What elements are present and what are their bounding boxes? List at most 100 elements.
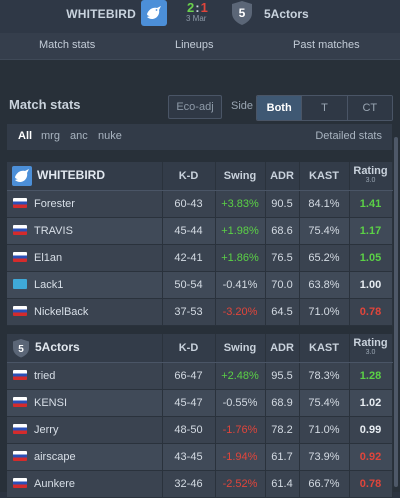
rating-value: 0.92 <box>349 443 393 471</box>
kast-value: 65.2% <box>299 244 350 272</box>
table-row[interactable]: KENSI 45-47 -0.55% 68.9 75.4% 1.02 <box>7 389 393 417</box>
col-rating[interactable]: Rating 3.0 <box>349 162 393 191</box>
kast-value: 66.7% <box>299 470 350 498</box>
map-filter-anc[interactable]: anc <box>70 130 88 142</box>
flag-icon <box>13 424 27 434</box>
kast-value: 84.1% <box>299 190 350 218</box>
eco-adjusted-toggle[interactable]: Eco-adj <box>168 95 222 119</box>
tab-match-stats[interactable]: Match stats <box>39 39 96 51</box>
adr-value: 68.6 <box>265 217 300 245</box>
player-name: KENSI <box>34 397 68 409</box>
player-name: NickelBack <box>34 306 89 318</box>
player-cell[interactable]: tried <box>7 362 163 390</box>
col-kast[interactable]: KAST <box>299 334 350 363</box>
kd-value: 66-47 <box>162 362 216 390</box>
player-cell[interactable]: Jerry <box>7 416 163 444</box>
player-cell[interactable]: Forester <box>7 190 163 218</box>
rating-value: 1.17 <box>349 217 393 245</box>
swing-value: +1.98% <box>215 217 266 245</box>
team-name-left[interactable]: WHITEBIRD <box>66 7 136 21</box>
kd-value: 45-44 <box>162 217 216 245</box>
player-cell[interactable]: Lack1 <box>7 271 163 299</box>
table-logo-text: 5 <box>18 344 24 355</box>
adr-value: 90.5 <box>265 190 300 218</box>
rating-value: 0.78 <box>349 470 393 498</box>
player-name: Forester <box>34 198 75 210</box>
kast-value: 75.4% <box>299 389 350 417</box>
col-swing[interactable]: Swing <box>215 334 266 363</box>
col-kd[interactable]: K-D <box>162 334 216 363</box>
rating-value: 1.05 <box>349 244 393 272</box>
right-logo-text: 5 <box>239 6 246 20</box>
swing-value: +1.86% <box>215 244 266 272</box>
player-cell[interactable]: KENSI <box>7 389 163 417</box>
score-right: 1 <box>200 0 208 15</box>
player-cell[interactable]: TRAVIS <box>7 217 163 245</box>
team-name-right[interactable]: 5Actors <box>264 7 309 21</box>
team-header[interactable]: 5 5Actors <box>7 334 163 363</box>
side-option-t[interactable]: T <box>301 96 347 120</box>
player-cell[interactable]: Aunkere <box>7 470 163 498</box>
rating-value: 0.78 <box>349 298 393 326</box>
match-score: 2:1 <box>187 0 208 15</box>
table-row[interactable]: Jerry 48-50 -1.76% 78.2 71.0% 0.99 <box>7 416 393 444</box>
table-row[interactable]: Forester 60-43 +3.83% 90.5 84.1% 1.41 <box>7 190 393 218</box>
shield-5-logo-icon[interactable]: 5 <box>231 0 253 26</box>
side-label: Side <box>231 100 254 112</box>
table-row[interactable]: NickelBack 37-53 -3.20% 64.5 71.0% 0.78 <box>7 298 393 326</box>
col-rating[interactable]: Rating 3.0 <box>349 334 393 363</box>
map-filter-nuke[interactable]: nuke <box>98 130 122 142</box>
kast-value: 71.0% <box>299 298 350 326</box>
kast-value: 75.4% <box>299 217 350 245</box>
score-left: 2 <box>187 0 195 15</box>
flag-icon <box>13 279 27 289</box>
table-row[interactable]: airscape 43-45 -1.94% 61.7 73.9% 0.92 <box>7 443 393 471</box>
flag-icon <box>13 370 27 380</box>
table-header-row: 5 5Actors K-D Swing ADR KAST Rating 3.0 <box>7 334 393 363</box>
side-selector: Both T CT <box>256 95 393 121</box>
bird-logo-icon[interactable] <box>141 0 167 26</box>
table-row[interactable]: TRAVIS 45-44 +1.98% 68.6 75.4% 1.17 <box>7 217 393 245</box>
map-filter-mrg[interactable]: mrg <box>41 130 60 142</box>
rating-value: 1.28 <box>349 362 393 390</box>
tab-lineups[interactable]: Lineups <box>175 39 214 51</box>
player-name: tried <box>34 370 56 382</box>
table-row[interactable]: El1an 42-41 +1.86% 76.5 65.2% 1.05 <box>7 244 393 272</box>
score-separator: : <box>195 0 200 15</box>
vertical-scrollbar[interactable] <box>394 137 398 487</box>
col-rating-version: 3.0 <box>365 349 376 356</box>
col-kd[interactable]: K-D <box>162 162 216 191</box>
table-row[interactable]: Lack1 50-54 -0.41% 70.0 63.8% 1.00 <box>7 271 393 299</box>
detailed-stats-link[interactable]: Detailed stats <box>315 130 382 142</box>
table-header-row: WHITEBIRD K-D Swing ADR KAST Rating 3.0 <box>7 162 393 191</box>
rating-value: 0.99 <box>349 416 393 444</box>
table-row[interactable]: Aunkere 32-46 -2.52% 61.4 66.7% 0.78 <box>7 470 393 498</box>
team-header[interactable]: WHITEBIRD <box>7 162 163 191</box>
side-option-both[interactable]: Both <box>257 96 302 120</box>
tab-past-matches[interactable]: Past matches <box>293 39 360 51</box>
col-kast[interactable]: KAST <box>299 162 350 191</box>
kast-value: 71.0% <box>299 416 350 444</box>
col-swing[interactable]: Swing <box>215 162 266 191</box>
match-stats-panel: Match stats Eco-adj Side Both T CT All m… <box>0 60 400 498</box>
player-cell[interactable]: El1an <box>7 244 163 272</box>
swing-value: -3.20% <box>215 298 266 326</box>
rating-value: 1.41 <box>349 190 393 218</box>
kd-value: 37-53 <box>162 298 216 326</box>
col-adr[interactable]: ADR <box>265 334 300 363</box>
kast-value: 78.3% <box>299 362 350 390</box>
side-option-ct[interactable]: CT <box>346 96 392 120</box>
adr-value: 61.4 <box>265 470 300 498</box>
flag-icon <box>13 478 27 488</box>
adr-value: 95.5 <box>265 362 300 390</box>
kd-value: 60-43 <box>162 190 216 218</box>
table-row[interactable]: tried 66-47 +2.48% 95.5 78.3% 1.28 <box>7 362 393 390</box>
player-name: TRAVIS <box>34 225 73 237</box>
swing-value: -1.94% <box>215 443 266 471</box>
map-filter-all[interactable]: All <box>18 130 33 142</box>
col-adr[interactable]: ADR <box>265 162 300 191</box>
swing-value: -2.52% <box>215 470 266 498</box>
player-cell[interactable]: airscape <box>7 443 163 471</box>
kd-value: 32-46 <box>162 470 216 498</box>
player-cell[interactable]: NickelBack <box>7 298 163 326</box>
